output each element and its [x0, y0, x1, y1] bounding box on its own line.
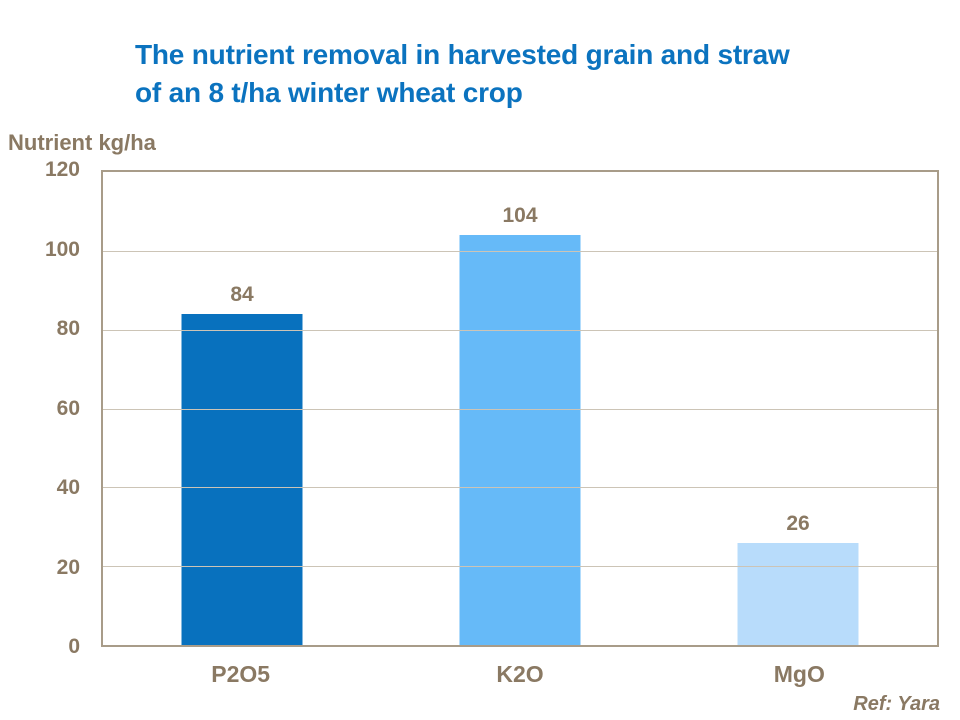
gridline — [103, 408, 937, 410]
y-tick-label: 80 — [56, 317, 80, 341]
gridline — [103, 566, 937, 568]
bar-mgo — [737, 542, 859, 645]
x-tick-label-mgo: MgO — [773, 661, 825, 687]
bar-p2o5 — [181, 313, 303, 645]
y-tick-label: 40 — [56, 476, 80, 500]
y-tick-label: 0 — [68, 635, 80, 658]
gridline — [103, 487, 937, 489]
chart-title-line2: of an 8 t/ha winter wheat crop — [135, 77, 523, 108]
gridline — [103, 329, 937, 331]
bar-group-p2o5: 84 — [103, 172, 381, 645]
value-label-mgo: 26 — [786, 511, 810, 535]
y-tick-label: 100 — [44, 237, 80, 261]
x-axis: P2O5 K2O MgO — [101, 661, 939, 688]
plot-area: 84 104 26 — [101, 170, 939, 647]
bar-group-mgo: 26 — [659, 172, 937, 645]
bars-row: 84 104 26 — [103, 172, 937, 645]
reference-label: Ref: Yara — [853, 693, 940, 715]
x-tick-label-k2o: K2O — [496, 661, 544, 687]
value-label-k2o: 104 — [502, 204, 538, 228]
chart-title-line1: The nutrient removal in harvested grain … — [135, 39, 790, 70]
value-label-p2o5: 84 — [230, 282, 254, 306]
y-tick-label: 120 — [44, 158, 80, 181]
bar-group-k2o: 104 — [381, 172, 659, 645]
y-axis: 0 20 40 60 80 100 120 — [0, 158, 80, 658]
y-tick-label: 60 — [56, 396, 80, 420]
y-tick-label: 20 — [56, 555, 80, 579]
gridline — [103, 250, 937, 252]
chart-title: The nutrient removal in harvested grain … — [135, 36, 925, 112]
bar-k2o — [459, 235, 581, 645]
x-tick-label-p2o5: P2O5 — [211, 661, 271, 687]
y-axis-unit-label: Nutrient kg/ha — [8, 130, 156, 155]
